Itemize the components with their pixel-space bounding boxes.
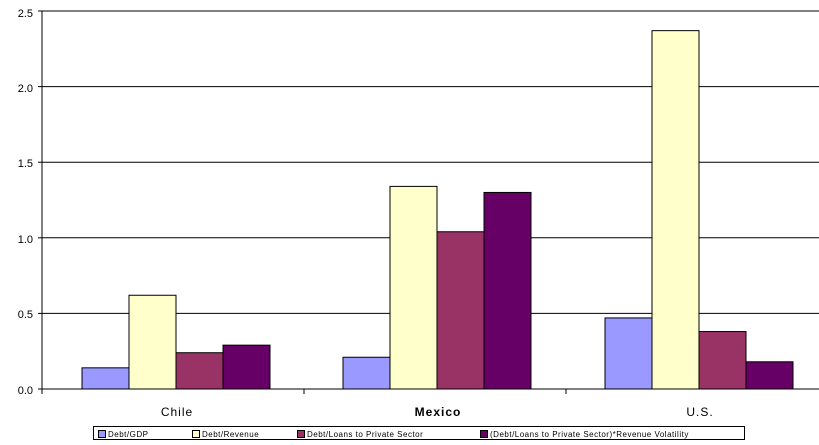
bar-chile-series-3: [222, 344, 271, 390]
bar-chile-series-0: [81, 367, 130, 390]
bar-mexico-series-2: [436, 231, 485, 390]
legend-swatch: [192, 430, 200, 438]
legend-item-debt-loans: Debt/Loans to Private Sector: [297, 428, 423, 440]
category-label-chile: Chile: [161, 405, 193, 419]
bar-us-series-1: [651, 30, 700, 390]
legend-item-debt-revenue: Debt/Revenue: [192, 428, 259, 440]
category-label-mexico: Mexico: [415, 405, 462, 419]
bar-mexico-series-3: [483, 191, 532, 390]
legend-label: Debt/Loans to Private Sector: [307, 429, 424, 439]
bar-mexico-series-1: [389, 185, 438, 390]
bar-series-group: [81, 30, 794, 390]
legend: Debt/GDP Debt/Revenue Debt/Loans to Priv…: [93, 426, 745, 440]
bar-us-series-3: [745, 361, 794, 390]
x-axis-labels: Chile Mexico U.S.: [161, 405, 713, 419]
legend-swatch: [480, 430, 488, 438]
bar-chile-series-1: [128, 294, 177, 390]
y-tick-label: 0.5: [18, 309, 33, 321]
legend-label: Debt/Revenue: [202, 429, 260, 439]
y-tick-label: 1.0: [18, 234, 33, 246]
y-tick-label: 0.0: [18, 385, 33, 397]
legend-item-debt-gdp: Debt/GDP: [98, 428, 148, 440]
y-tick-label: 2.0: [18, 83, 33, 95]
legend-item-debt-loans-volatility: (Debt/Loans to Private Sector)*Revenue V…: [480, 428, 689, 440]
legend-label: (Debt/Loans to Private Sector)*Revenue V…: [490, 429, 689, 439]
bar-chile-series-2: [175, 352, 224, 390]
legend-swatch: [98, 430, 106, 438]
bar-us-series-0: [604, 317, 653, 390]
y-tick-label: 2.5: [18, 8, 33, 20]
y-axis-ticks: 0.0 0.5 1.0 1.5 2.0 2.5: [18, 8, 33, 397]
bar-us-series-2: [698, 331, 747, 390]
axes: [38, 10, 819, 394]
bar-mexico-series-0: [342, 356, 391, 390]
legend-swatch: [297, 430, 305, 438]
legend-label: Debt/GDP: [108, 429, 149, 439]
category-label-us: U.S.: [686, 405, 713, 419]
y-tick-label: 1.5: [18, 158, 33, 170]
